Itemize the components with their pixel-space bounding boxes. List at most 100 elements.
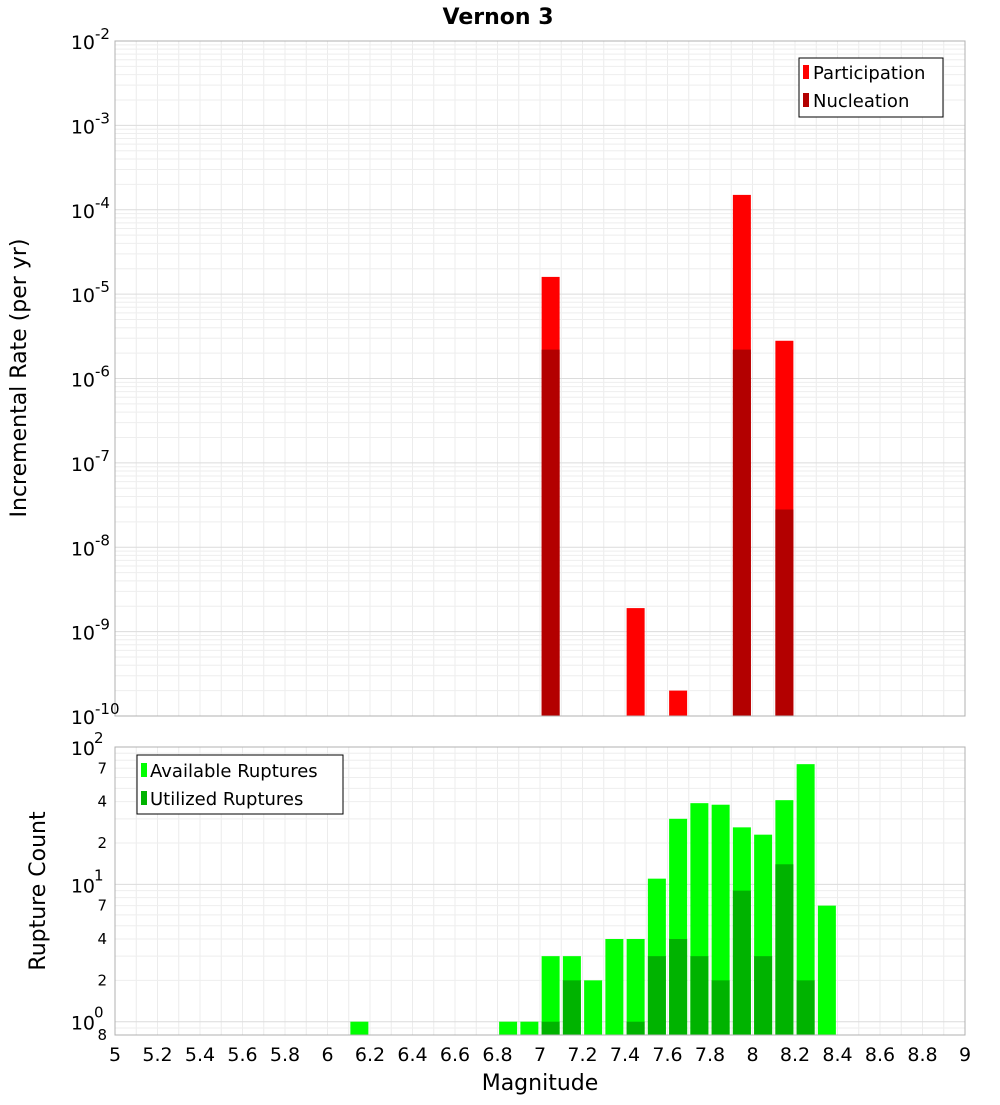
top-y-tick-exponent: -4 — [95, 194, 110, 212]
nucleation-bar — [775, 509, 794, 716]
bottom-y-minor-tick-label: 4 — [97, 793, 107, 811]
top-y-tick-exponent: -3 — [95, 109, 110, 127]
top-y-tick-label: 10 — [71, 454, 95, 476]
legend-label-utilized: Utilized Ruptures — [150, 789, 303, 810]
x-ticks: 5 5.2 5.4 5.6 5.8 6 6.2 6.4 6.6 6.8 7 7.2 7.4 7.6 7.8 8… — [109, 1044, 971, 1066]
x-tick-label: 5.6 — [227, 1044, 257, 1066]
available-ruptures-bar — [350, 1021, 369, 1035]
top-y-tick-label: 10 — [71, 285, 95, 307]
top-y-tick-label: 10 — [71, 32, 95, 54]
bottom-y-minor-tick-label: 2 — [97, 971, 107, 989]
x-tick-label: 7.4 — [610, 1044, 640, 1066]
participation-bar — [669, 690, 688, 716]
x-tick-label: 5.2 — [142, 1044, 172, 1066]
bottom-y-tick-label: 10 — [71, 875, 95, 897]
top-y-tick-exponent: -2 — [95, 25, 110, 43]
top-legend-box — [798, 57, 944, 118]
bottom-y-minor-tick-label: 2 — [97, 834, 107, 852]
utilized-ruptures-bar — [647, 956, 666, 1035]
bottom-y-minor-tick-label: 7 — [97, 897, 107, 915]
x-tick-label: 6.2 — [355, 1044, 385, 1066]
bottom-y-tick-label: 10 — [71, 1013, 95, 1035]
top-plot-border — [114, 40, 966, 717]
top-y-tick-label: 10 — [71, 201, 95, 223]
utilized-ruptures-bar — [711, 980, 730, 1035]
bottom-y-minor-tick-label: 7 — [97, 759, 107, 777]
bottom-legend: Available Ruptures Utilized Ruptures — [136, 754, 344, 815]
x-tick-label: 8.2 — [780, 1044, 810, 1066]
participation-bar — [626, 608, 645, 716]
x-tick-label: 7 — [534, 1044, 546, 1066]
utilized-ruptures-bar — [754, 956, 773, 1035]
utilized-ruptures-bar — [796, 980, 815, 1035]
bottom-y-tick-exponent: 0 — [94, 1004, 104, 1022]
bottom-plot-border — [114, 746, 966, 1036]
nucleation-bar — [541, 349, 560, 716]
legend-swatch-participation — [803, 65, 809, 79]
top-y-tick-exponent: -9 — [95, 616, 110, 634]
available-ruptures-bar — [711, 804, 730, 1035]
bottom-y-minor-tick-label: 4 — [97, 930, 107, 948]
legend-swatch-utilized — [141, 791, 147, 805]
x-tick-label: 5 — [109, 1044, 121, 1066]
top-legend: Participation Nucleation — [798, 57, 944, 118]
top-y-tick-exponent: -7 — [95, 447, 110, 465]
top-y-tick-label: 10 — [71, 370, 95, 392]
top-y-tick-label: 10 — [71, 538, 95, 560]
x-tick-label: 5.4 — [185, 1044, 215, 1066]
x-tick-label: 8.6 — [865, 1044, 895, 1066]
utilized-ruptures-bar — [562, 980, 581, 1035]
bottom-legend-box — [136, 754, 344, 815]
x-tick-label: 7.2 — [567, 1044, 597, 1066]
legend-label-available: Available Ruptures — [150, 761, 318, 782]
utilized-ruptures-bar — [626, 1021, 645, 1035]
legend-label-participation: Participation — [813, 63, 925, 84]
top-bars — [541, 194, 794, 716]
utilized-ruptures-bar — [775, 864, 794, 1035]
nucleation-bar — [732, 349, 751, 716]
bottom-y-axis-title: Rupture Count — [26, 811, 51, 971]
top-y-tick-exponent: -5 — [95, 278, 110, 296]
x-tick-label: 6.8 — [482, 1044, 512, 1066]
available-ruptures-bar — [499, 1021, 518, 1035]
bottom-y-tick-exponent: 2 — [94, 729, 104, 747]
top-y-tick-exponent: -10 — [95, 700, 120, 718]
available-ruptures-bar — [541, 956, 560, 1035]
top-gridlines — [114, 41, 966, 717]
x-tick-label: 9 — [959, 1044, 971, 1066]
x-tick-label: 5.8 — [270, 1044, 300, 1066]
legend-swatch-available — [141, 763, 147, 777]
top-y-axis-title: Incremental Rate (per yr) — [7, 239, 32, 518]
available-ruptures-bar — [817, 905, 836, 1035]
x-tick-label: 7.6 — [652, 1044, 682, 1066]
top-y-tick-label: 10 — [71, 707, 95, 729]
bottom-bars — [350, 764, 836, 1035]
x-axis-title: Magnitude — [482, 1071, 599, 1096]
x-tick-label: 6.4 — [397, 1044, 427, 1066]
legend-swatch-nucleation — [803, 93, 809, 107]
top-y-tick-exponent: -8 — [95, 531, 110, 549]
bottom-y-tick-exponent: 1 — [94, 866, 104, 884]
available-ruptures-bar — [796, 764, 815, 1035]
available-ruptures-bar — [520, 1021, 539, 1035]
legend-label-nucleation: Nucleation — [813, 91, 909, 112]
chart-title: Vernon 3 — [443, 5, 554, 30]
available-ruptures-bar — [626, 939, 645, 1035]
x-tick-label: 8 — [746, 1044, 758, 1066]
x-tick-label: 8.4 — [822, 1044, 852, 1066]
x-tick-label: 7.8 — [695, 1044, 725, 1066]
utilized-ruptures-bar — [732, 890, 751, 1035]
available-ruptures-bar — [584, 980, 603, 1035]
bottom-y-minor-tick-label: 8 — [97, 1026, 107, 1044]
bottom-y-tick-label: 10 — [71, 738, 95, 760]
available-ruptures-bar — [605, 939, 624, 1035]
top-y-tick-exponent: -6 — [95, 363, 110, 381]
top-y-tick-label: 10 — [71, 116, 95, 138]
utilized-ruptures-bar — [690, 956, 709, 1035]
utilized-ruptures-bar — [669, 939, 688, 1035]
x-tick-label: 6 — [321, 1044, 333, 1066]
